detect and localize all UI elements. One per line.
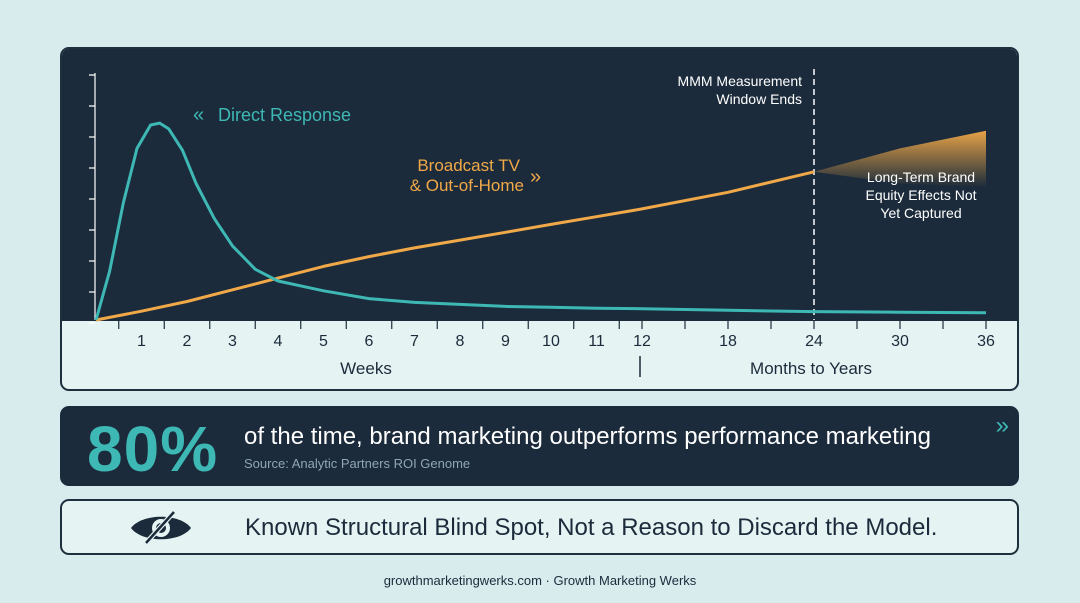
x-tick-label: 7 [410,333,419,350]
footer-credit: growthmarketingwerks.com · Growth Market… [383,573,697,588]
x-tick-label: 3 [228,333,237,350]
x-axis [118,321,987,329]
stat-value: 80% [87,413,219,485]
x-tick-label: 6 [365,333,374,350]
projection-label-line3: Yet Captured [880,205,961,221]
blind-spot-callout: Known Structural Blind Spot, Not a Reaso… [60,499,1019,555]
x-group-label-weeks: Weeks [340,359,392,378]
stat-card: 80% of the time, brand marketing outperf… [60,406,1019,486]
x-tick-label: 10 [542,333,560,350]
chevron-right-icon: » [530,166,541,188]
projection-label-line1: Long-Term Brand [867,169,975,185]
legend-label-broadcast-line2: & Out-of-Home [410,176,524,195]
y-axis [89,73,96,324]
x-tick-label: 4 [274,333,283,350]
x-tick-label: 11 [588,333,605,350]
projection-area [814,130,986,188]
x-tick-label: 12 [633,333,651,350]
x-tick-label: 1 [137,333,146,350]
plot-area [62,49,1017,321]
legend-label-direct-response: Direct Response [218,105,351,125]
annotation-mmm-line2: Window Ends [716,91,802,107]
x-tick-label: 36 [977,333,995,350]
x-tick-labels: 1 2 3 4 5 6 7 8 9 10 11 12 18 24 30 36 [137,333,995,350]
series-line-direct-response [94,121,987,321]
chevron-right-icon: » [995,412,1009,439]
blind-spot-text: Known Structural Blind Spot, Not a Reaso… [245,514,938,541]
x-tick-label: 2 [183,333,192,350]
x-tick-label: 5 [319,333,328,350]
series-line-broadcast [95,170,815,322]
projection-label-line2: Equity Effects Not [865,187,976,203]
stat-text: of the time, brand marketing outperforms… [244,423,931,450]
stat-source: Source: Analytic Partners ROI Genome [244,456,471,471]
annotation-mmm-line1: MMM Measurement [678,73,803,89]
x-tick-label: 24 [805,333,823,350]
x-tick-label: 30 [891,333,909,350]
legend-label-broadcast-line1: Broadcast TV [417,156,520,175]
x-group-label-months: Months to Years [750,359,872,378]
x-tick-label: 8 [456,333,465,350]
chart-card: 1 2 3 4 5 6 7 8 9 10 11 12 18 24 30 36 Direct Response … [60,47,1019,391]
x-tick-label: 9 [501,333,510,350]
chevron-left-icon: « [193,104,204,126]
chart-svg: 1 2 3 4 5 6 7 8 9 10 11 12 18 24 30 36 Direct Response … [62,49,1017,378]
x-tick-label: 18 [719,333,737,350]
eye-slash-icon [128,509,194,552]
